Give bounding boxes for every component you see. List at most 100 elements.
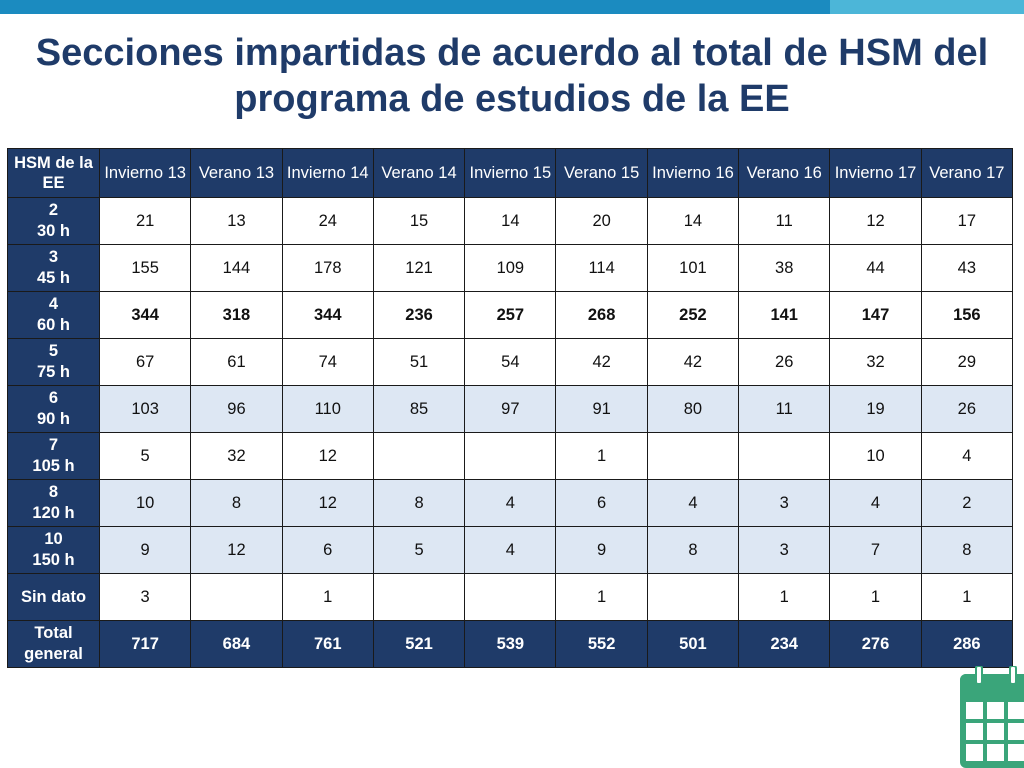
- table-cell: 3: [738, 526, 831, 574]
- table-cell: 29: [920, 338, 1014, 386]
- table-cell: 11: [738, 197, 831, 245]
- calendar-icon: [960, 666, 1024, 768]
- row-label: 8 120 h: [7, 479, 100, 527]
- header-hsm: HSM de la EE: [7, 148, 100, 198]
- header-period: Verano 14: [372, 148, 466, 198]
- table-row: 4 60 h 344 318 344 236 257 268 252 141 147 156: [7, 291, 1014, 339]
- calendar-cell: [1008, 744, 1024, 761]
- table-cell: 4: [920, 432, 1014, 480]
- table-cell: 3: [738, 479, 831, 527]
- calendar-cell: [1008, 702, 1024, 719]
- row-label: 5 75 h: [7, 338, 100, 386]
- table-cell: 4: [464, 479, 557, 527]
- table-cell: 257: [464, 291, 557, 339]
- table-cell: 32: [829, 338, 922, 386]
- row-label-line: 6: [48, 389, 59, 407]
- row-label: Sin dato: [7, 573, 100, 621]
- table-cell: 10: [829, 432, 922, 480]
- header-period: Verano 15: [555, 148, 648, 198]
- table-cell: 1: [738, 573, 831, 621]
- row-label-line: 120 h: [32, 504, 75, 522]
- table-cell: 501: [646, 620, 740, 668]
- row-label: 6 90 h: [7, 385, 100, 433]
- table-cell: [190, 573, 283, 621]
- table-cell: 1: [920, 573, 1014, 621]
- table-cell: 26: [738, 338, 831, 386]
- table-cell: 761: [281, 620, 374, 668]
- table-cell: 147: [829, 291, 922, 339]
- table-cell: 2: [920, 479, 1014, 527]
- table-cell: 43: [920, 244, 1014, 292]
- row-label-line: 75 h: [36, 363, 71, 381]
- sections-table: HSM de la EE Invierno 13 Verano 13 Invierno…: [7, 148, 1014, 668]
- row-label-line: Total: [34, 624, 73, 642]
- table-cell: 1: [555, 573, 648, 621]
- table-cell: 19: [829, 385, 922, 433]
- table-cell: 12: [281, 479, 374, 527]
- table-cell: 344: [98, 291, 192, 339]
- table-cell: 12: [829, 197, 922, 245]
- table-cell: 268: [555, 291, 648, 339]
- table-cell: 684: [190, 620, 283, 668]
- table-cell: 8: [920, 526, 1014, 574]
- table-cell: 1: [829, 573, 922, 621]
- row-label-line: 90 h: [36, 410, 71, 428]
- table-cell: 14: [464, 197, 557, 245]
- row-label-line: 5: [48, 342, 59, 360]
- top-accent-bar-dark: [0, 0, 830, 14]
- table-cell: 8: [190, 479, 283, 527]
- table-row: 8 120 h 10 8 12 8 4 6 4 3 4 2: [7, 479, 1014, 527]
- table-cell: 1: [555, 432, 648, 480]
- calendar-cell: [966, 744, 983, 761]
- table-cell: 91: [555, 385, 648, 433]
- table-cell: 114: [555, 244, 648, 292]
- row-label-line: 8: [48, 483, 59, 501]
- table-cell: 156: [920, 291, 1014, 339]
- table-cell: 32: [190, 432, 283, 480]
- table-cell: 4: [646, 479, 740, 527]
- calendar-cell: [1008, 723, 1024, 740]
- table-cell: 286: [920, 620, 1014, 668]
- table-cell: 252: [646, 291, 740, 339]
- table-cell: 234: [738, 620, 831, 668]
- calendar-cell: [966, 723, 983, 740]
- table-cell: 121: [372, 244, 466, 292]
- table-cell: 521: [372, 620, 466, 668]
- table-cell: 12: [281, 432, 374, 480]
- table-cell: [464, 573, 557, 621]
- table-cell: 539: [464, 620, 557, 668]
- table-header-row: HSM de la EE Invierno 13 Verano 13 Invierno…: [7, 148, 1014, 198]
- header-period: Invierno 17: [829, 148, 922, 198]
- header-period: Invierno 16: [646, 148, 740, 198]
- table-cell: 7: [829, 526, 922, 574]
- table-cell: 155: [98, 244, 192, 292]
- row-label-line: 7: [48, 436, 59, 454]
- table-cell: 96: [190, 385, 283, 433]
- calendar-cell: [987, 744, 1004, 761]
- header-period: Verano 16: [738, 148, 831, 198]
- row-label-line: 30 h: [36, 222, 71, 240]
- row-label-line: 150 h: [32, 551, 75, 569]
- row-label-line: general: [24, 645, 83, 663]
- table-cell: 6: [555, 479, 648, 527]
- table-cell: 101: [646, 244, 740, 292]
- table-cell: 344: [281, 291, 374, 339]
- calendar-cell: [987, 702, 1004, 719]
- table-cell: 61: [190, 338, 283, 386]
- table-row: 10 150 h 9 12 6 5 4 9 8 3 7 8: [7, 526, 1014, 574]
- table-cell: 12: [190, 526, 283, 574]
- row-label-line: Sin dato: [20, 587, 87, 606]
- table-cell: 144: [190, 244, 283, 292]
- table-cell: 1: [281, 573, 374, 621]
- table-cell: 276: [829, 620, 922, 668]
- table-cell: 5: [372, 526, 466, 574]
- table-cell: 11: [738, 385, 831, 433]
- table-cell: 85: [372, 385, 466, 433]
- table-row: 3 45 h 155 144 178 121 109 114 101 38 44 43: [7, 244, 1014, 292]
- row-label: 7 105 h: [7, 432, 100, 480]
- table-cell: 38: [738, 244, 831, 292]
- table-row: Sin dato 3 1 1 1 1 1: [7, 573, 1014, 621]
- header-period: Verano 13: [190, 148, 283, 198]
- top-accent-bar-light: [830, 0, 1024, 14]
- row-label: 10 150 h: [7, 526, 100, 574]
